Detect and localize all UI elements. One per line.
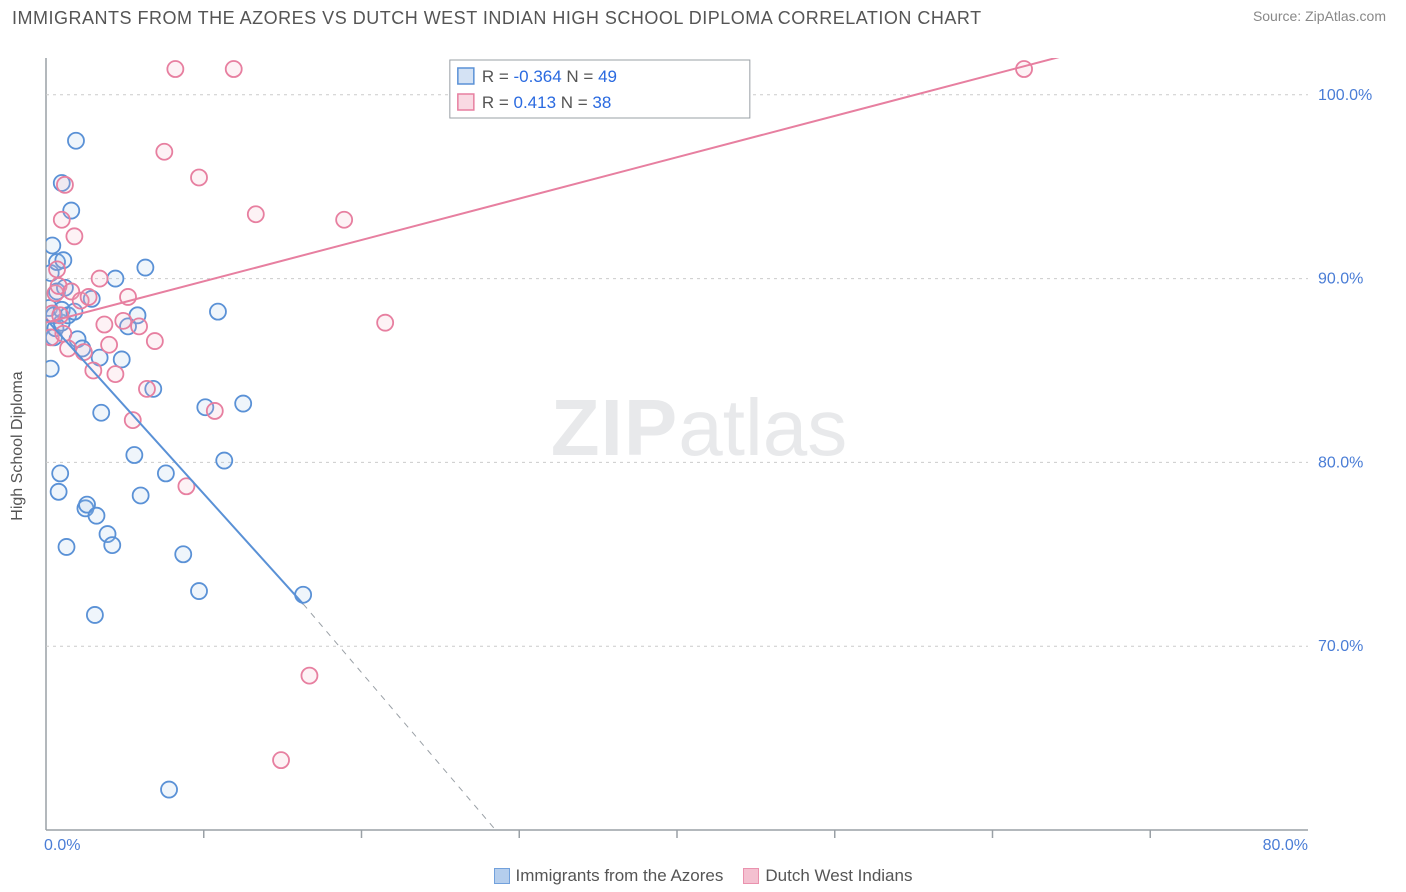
- svg-text:80.0%: 80.0%: [1263, 837, 1308, 852]
- svg-text:70.0%: 70.0%: [1318, 638, 1363, 655]
- svg-text:R = 0.413 N = 38: R = 0.413 N = 38: [482, 93, 611, 112]
- svg-text:90.0%: 90.0%: [1318, 271, 1363, 288]
- legend-label-azores: Immigrants from the Azores: [516, 866, 724, 886]
- source-attribution: Source: ZipAtlas.com: [1253, 8, 1386, 24]
- legend-item-dutch: Dutch West Indians: [743, 866, 912, 886]
- legend-label-dutch: Dutch West Indians: [765, 866, 912, 886]
- chart-area: 70.0% 80.0% 90.0% 100.0% 0.0% 80.0% R = -0.364…: [44, 56, 1396, 852]
- svg-text:80.0%: 80.0%: [1318, 454, 1363, 471]
- y-axis-label: High School Diploma: [9, 371, 27, 520]
- legend-swatch-azores: [494, 868, 510, 884]
- x-legend: Immigrants from the Azores Dutch West In…: [0, 866, 1406, 886]
- svg-text:0.0%: 0.0%: [44, 837, 80, 852]
- svg-text:R = -0.364 N = 49: R = -0.364 N = 49: [482, 67, 617, 86]
- svg-text:100.0%: 100.0%: [1318, 87, 1372, 104]
- scatter-plot-svg: 70.0% 80.0% 90.0% 100.0% 0.0% 80.0% R = -0.364…: [44, 56, 1396, 852]
- legend-item-azores: Immigrants from the Azores: [494, 866, 724, 886]
- legend-swatch-dutch: [743, 868, 759, 884]
- chart-title: IMMIGRANTS FROM THE AZORES VS DUTCH WEST…: [12, 8, 982, 29]
